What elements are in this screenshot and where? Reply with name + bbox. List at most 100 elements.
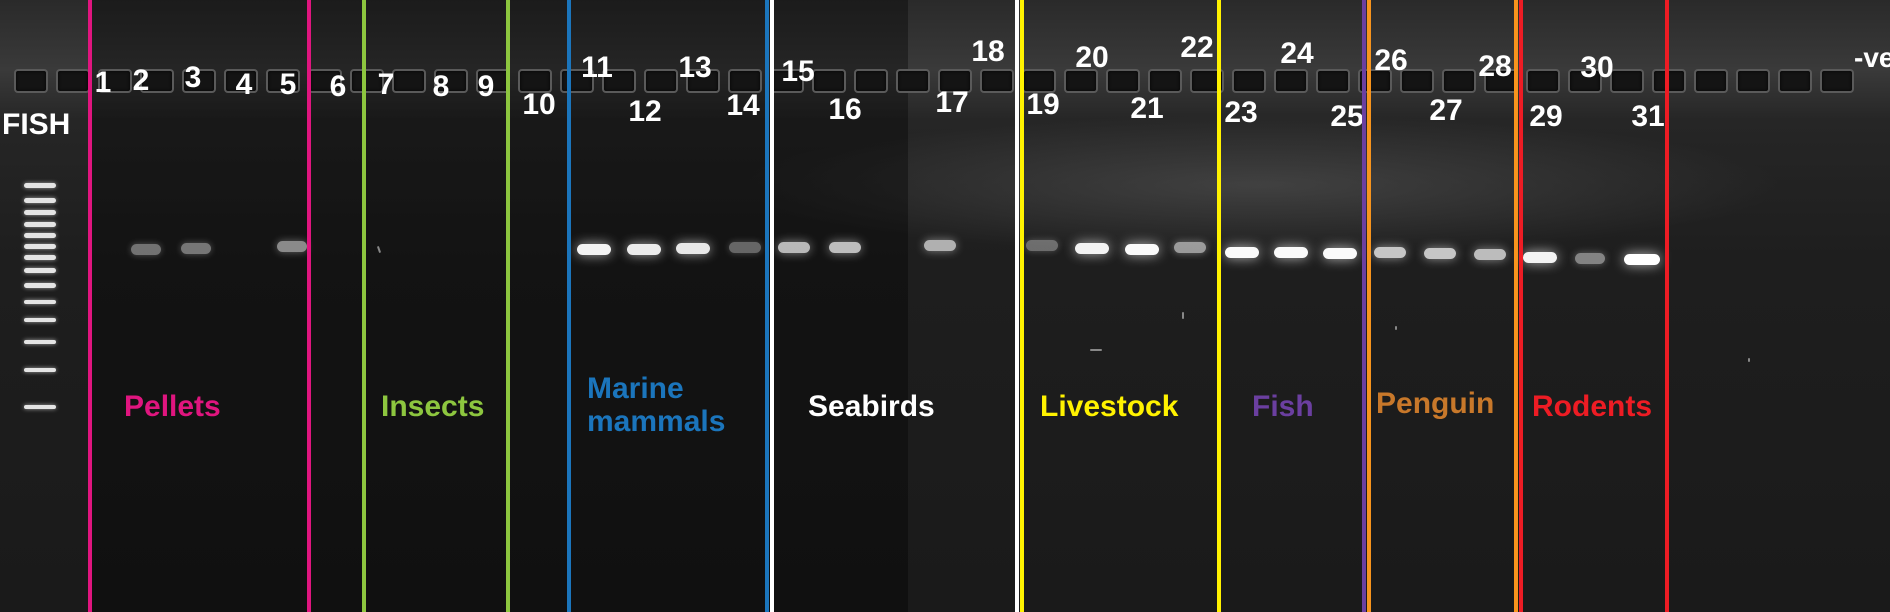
ladder-band: [24, 244, 56, 249]
gel-well: [560, 69, 594, 93]
group-divider: [1367, 0, 1371, 612]
group-divider: [1514, 0, 1518, 612]
ladder-band: [24, 198, 56, 203]
gel-well: [392, 69, 426, 93]
group-label: Livestock: [1040, 390, 1179, 423]
group-divider: [362, 0, 366, 612]
negative-control-label: -ve: [1854, 42, 1890, 73]
group-divider: [1015, 0, 1019, 612]
group-divider: [770, 0, 774, 612]
group-divider: [506, 0, 510, 612]
gel-well: [1064, 69, 1098, 93]
lane-number: 24: [1280, 37, 1314, 70]
group-label: Rodents: [1532, 390, 1652, 423]
group-divider: [1362, 0, 1366, 612]
gel-well: [1442, 69, 1476, 93]
group-divider: [1020, 0, 1024, 612]
gel-well: [140, 69, 174, 93]
lane-number: 15: [781, 55, 815, 88]
lane-number: 6: [329, 70, 347, 103]
lane-number: 16: [828, 93, 862, 126]
gel-well: [1778, 69, 1812, 93]
group-divider: [1665, 0, 1669, 612]
lane-number: 17: [935, 86, 969, 119]
gel-well: [98, 69, 132, 93]
gel-well: [1568, 69, 1602, 93]
lane-number: 18: [971, 35, 1005, 68]
gel-well: [266, 69, 300, 93]
lane-number: 7: [377, 68, 395, 101]
lane-number: 14: [726, 89, 760, 122]
pcr-band: [627, 244, 661, 255]
gel-speck: [1748, 358, 1750, 362]
group-divider: [1519, 0, 1523, 612]
pcr-band: [778, 242, 810, 253]
group-label: Insects: [381, 390, 485, 423]
group-divider: [307, 0, 311, 612]
gel-well: [980, 69, 1014, 93]
gel-well: [728, 69, 762, 93]
ladder-band: [24, 405, 56, 409]
group-label: Penguin: [1376, 387, 1495, 420]
pcr-band: [1174, 242, 1206, 253]
ladder-band: [24, 340, 56, 344]
gel-well: [644, 69, 678, 93]
gel-well: [1274, 69, 1308, 93]
pcr-band: [181, 243, 211, 254]
ladder-band: [24, 255, 56, 260]
gel-well: [224, 69, 258, 93]
ladder-band: [24, 268, 56, 273]
lane-number: 25: [1330, 100, 1364, 133]
lane-number: 8: [432, 70, 450, 103]
gel-well: [14, 69, 48, 93]
gel-well: [1106, 69, 1140, 93]
pcr-band: [829, 242, 861, 253]
lane-number: 3: [184, 61, 202, 94]
group-label: Fish: [1252, 390, 1314, 423]
gel-well: [350, 69, 384, 93]
gel-speck: [1395, 326, 1397, 330]
gel-well: [854, 69, 888, 93]
gel-well: [896, 69, 930, 93]
gel-well: [182, 69, 216, 93]
pcr-band: [1323, 248, 1357, 259]
gel-well: [938, 69, 972, 93]
lane-number: 26: [1374, 44, 1408, 77]
pcr-band: [131, 244, 161, 255]
gel-well: [1526, 69, 1560, 93]
gel-speck: [1182, 312, 1184, 319]
lane-number: 10: [522, 88, 556, 121]
gel-well: [1232, 69, 1266, 93]
gel-speck: [1090, 349, 1102, 351]
gel-well: [686, 69, 720, 93]
pcr-band: [924, 240, 956, 251]
pcr-band: [1523, 252, 1557, 263]
pcr-band: [1474, 249, 1506, 260]
gel-well: [56, 69, 90, 93]
lane-number: 2: [132, 64, 150, 97]
pcr-band: [1225, 247, 1259, 258]
gel-well: [518, 69, 552, 93]
group-label: Seabirds: [808, 390, 935, 423]
pcr-band: [1125, 244, 1159, 255]
lane-number: 9: [477, 70, 495, 103]
ladder-band: [24, 233, 56, 238]
ladder-band: [24, 183, 56, 188]
gel-well: [1652, 69, 1686, 93]
lane-number: 4: [235, 68, 253, 101]
lane-number: 13: [678, 51, 712, 84]
gel-well: [434, 69, 468, 93]
lane-number: 11: [581, 51, 613, 84]
group-divider: [765, 0, 769, 612]
pcr-band: [1424, 248, 1456, 259]
lane-number: 31: [1631, 100, 1665, 133]
lane-number: 19: [1026, 88, 1060, 121]
group-label: Marine mammals: [587, 372, 726, 438]
pcr-band: [1075, 243, 1109, 254]
lane-number: 29: [1529, 100, 1563, 133]
lane-number: 12: [628, 95, 662, 128]
pcr-band: [277, 241, 307, 252]
gel-well: [602, 69, 636, 93]
gel-well: [1316, 69, 1350, 93]
